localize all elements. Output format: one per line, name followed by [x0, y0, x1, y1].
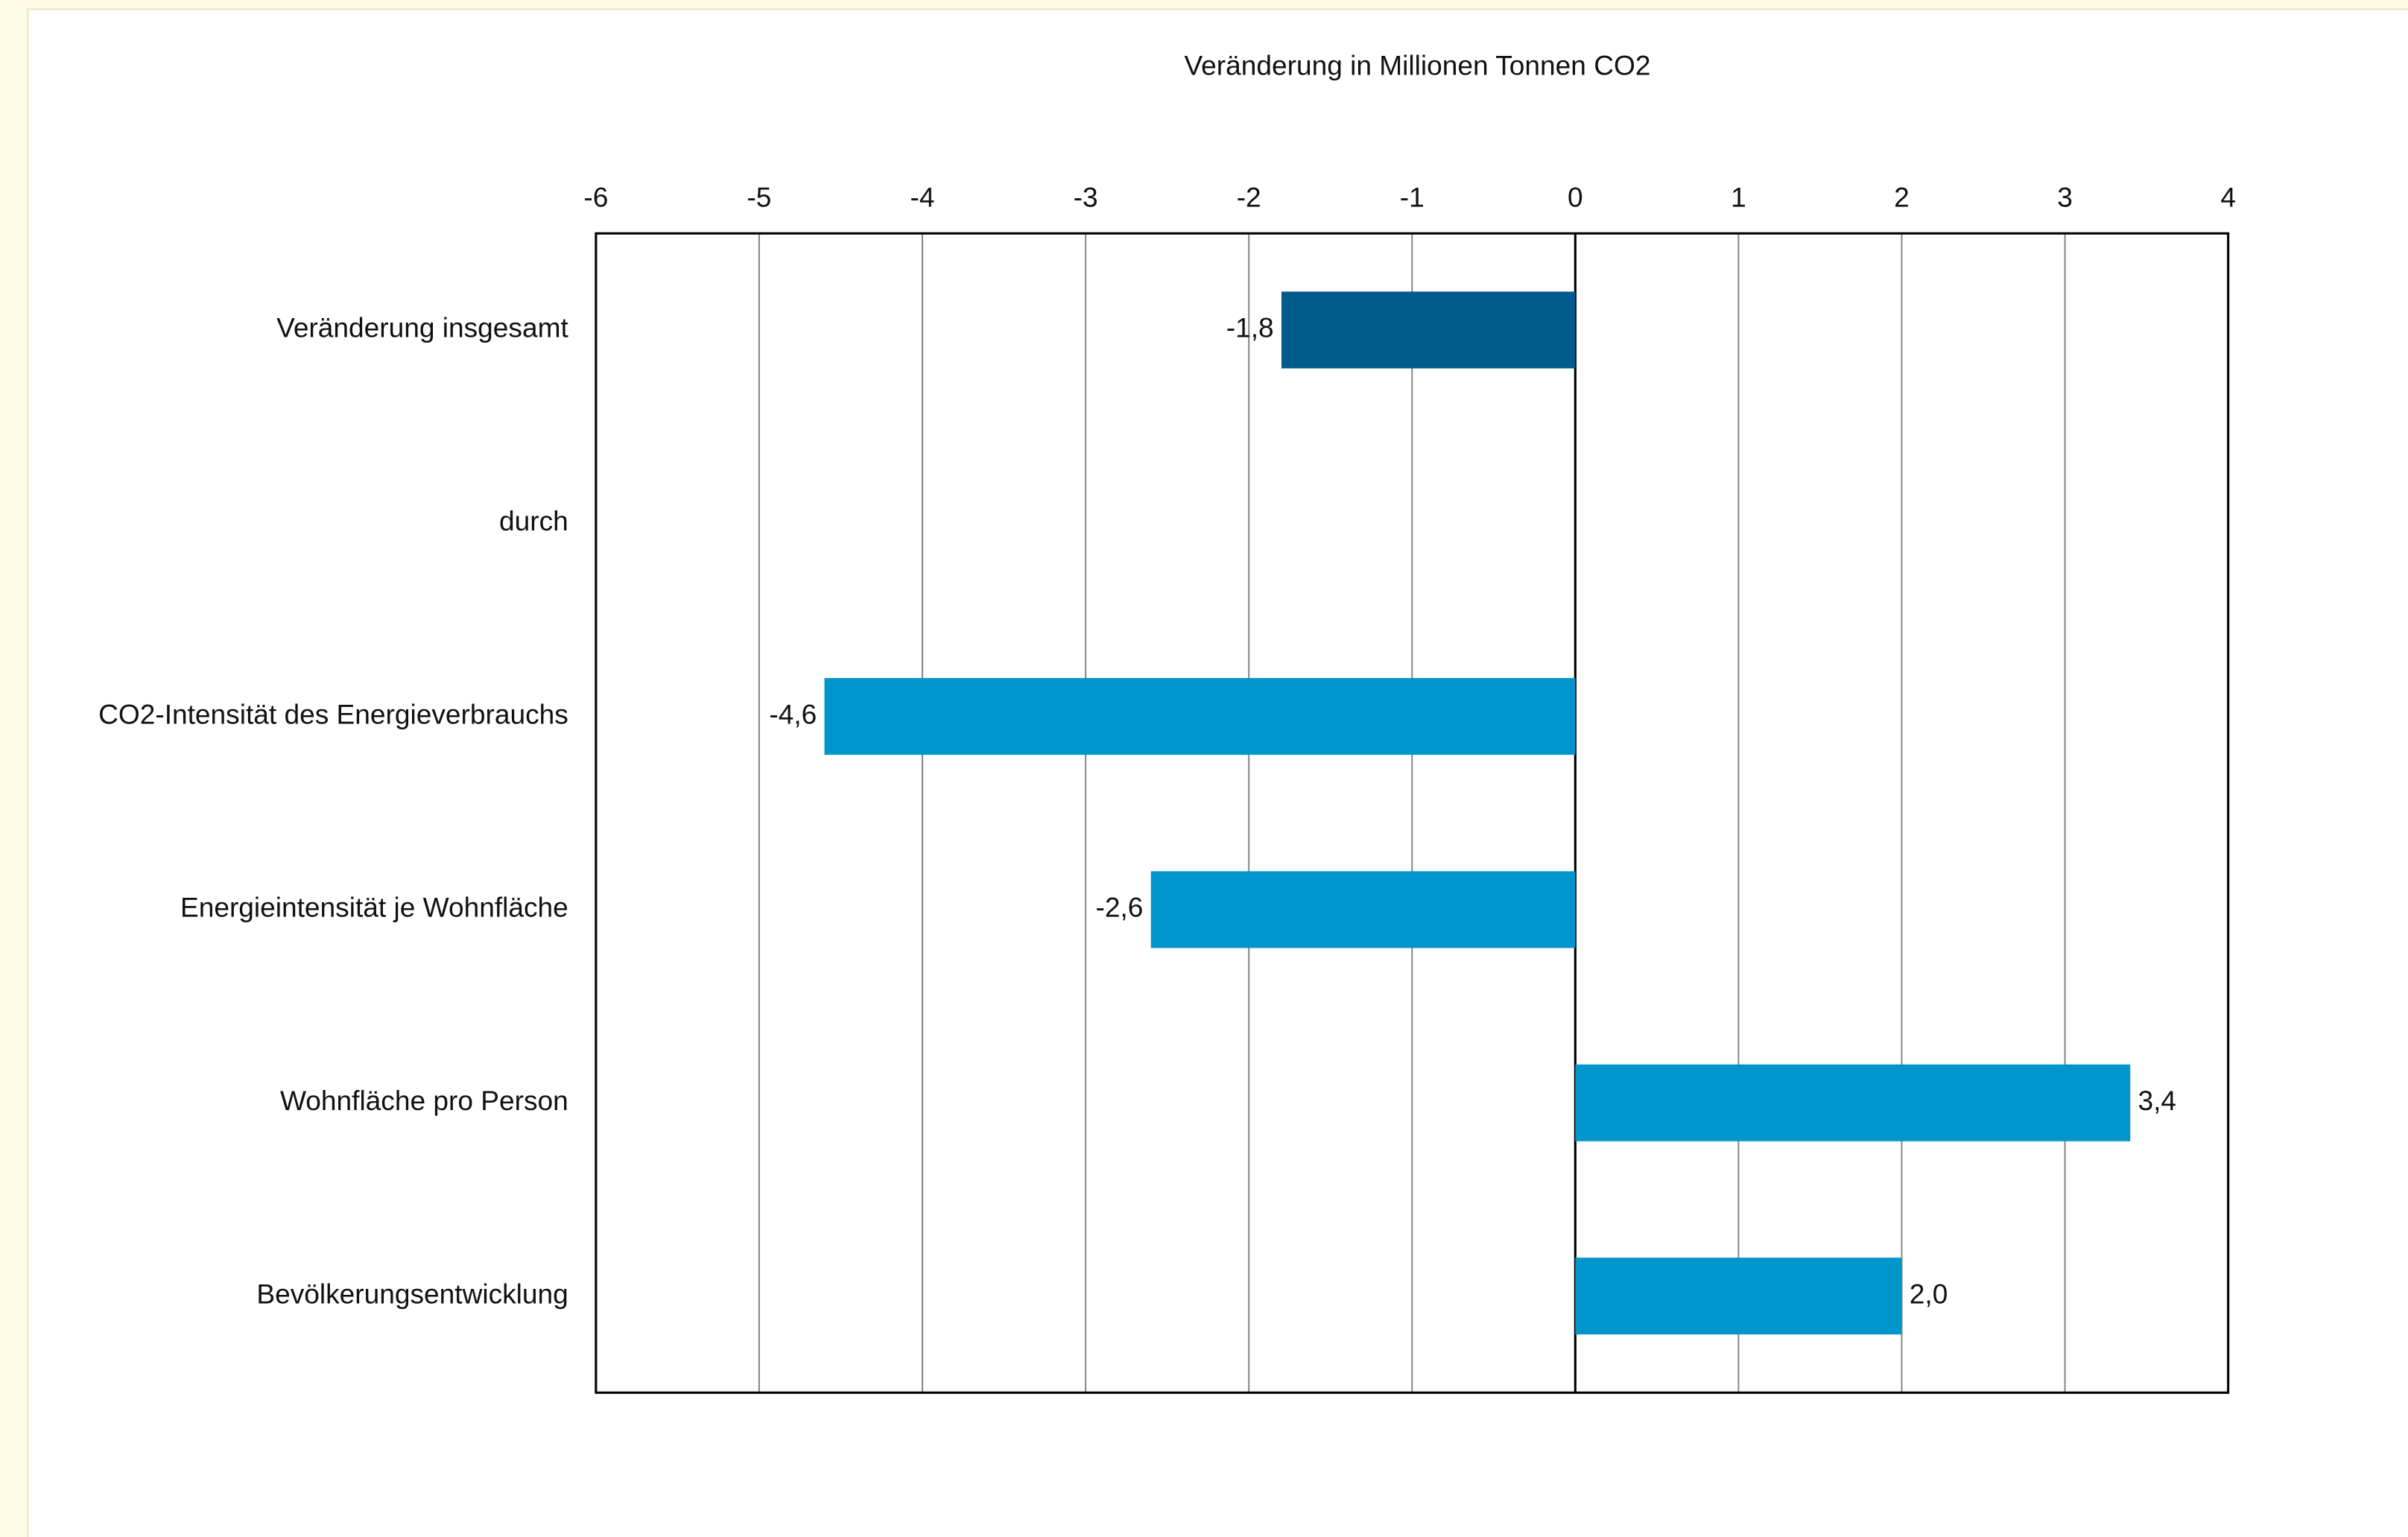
bar: [1150, 871, 1576, 948]
plot-frame: [595, 232, 2230, 1394]
bar: [1575, 1064, 2131, 1141]
value-label: -1,8: [1226, 312, 1274, 343]
x-tick-label: -3: [1074, 182, 1098, 213]
y-tick-label: durch: [499, 505, 568, 536]
y-tick-label: Bevölkerungsentwicklung: [256, 1278, 568, 1309]
y-tick-label: CO2-Intensität des Energieverbrauchs: [98, 698, 568, 729]
y-tick-label: Wohnfläche pro Person: [280, 1085, 568, 1116]
x-tick-label: 2: [1894, 182, 1910, 213]
x-tick-label: -5: [747, 182, 771, 213]
x-tick-label: 1: [1731, 182, 1746, 213]
value-label: 2,0: [1910, 1278, 1948, 1309]
x-tick-label: 3: [2057, 182, 2073, 213]
y-tick-label: Energieintensität je Wohnfläche: [180, 892, 568, 923]
x-tick-label: -4: [910, 182, 935, 213]
x-tick-label: -6: [583, 182, 608, 213]
x-tick-label: 4: [2220, 182, 2236, 213]
value-label: -4,6: [769, 698, 817, 729]
x-tick-label: -1: [1400, 182, 1425, 213]
bar: [1281, 291, 1576, 369]
y-tick-label: Veränderung insgesamt: [276, 312, 568, 343]
value-label: -2,6: [1096, 892, 1144, 923]
value-label: 3,4: [2138, 1085, 2177, 1116]
bar: [824, 678, 1576, 755]
panel: [27, 8, 2408, 1537]
x-tick-label: 0: [1568, 182, 1583, 213]
x-tick-label: -2: [1237, 182, 1261, 213]
axis-title: Veränderung in Millionen Tonnen CO2: [1184, 49, 1650, 80]
bar: [1575, 1258, 1902, 1335]
